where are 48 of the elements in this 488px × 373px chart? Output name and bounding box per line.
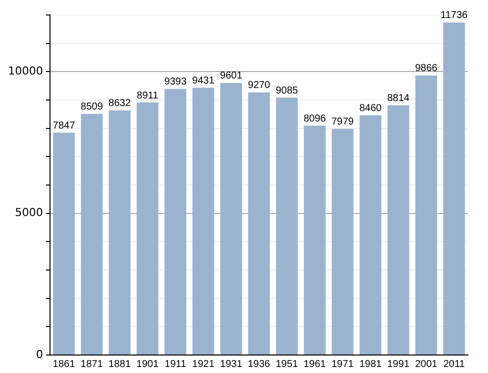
x-tick-label: 1981 xyxy=(359,358,382,370)
bar xyxy=(192,88,214,354)
bar xyxy=(276,98,298,354)
data-label: 9866 xyxy=(415,63,438,74)
x-tick-label: 1911 xyxy=(164,358,187,370)
x-tick-label: 1881 xyxy=(108,358,132,370)
bar xyxy=(53,132,75,354)
data-label: 8814 xyxy=(387,93,410,104)
data-label: 7979 xyxy=(331,116,354,128)
x-tick-label: 1961 xyxy=(304,358,326,370)
data-label: 9431 xyxy=(192,76,215,87)
data-label: 9270 xyxy=(248,80,271,92)
data-label: 8460 xyxy=(359,103,382,114)
y-tick-label: 0 xyxy=(36,348,43,361)
bar xyxy=(220,82,242,354)
bar xyxy=(304,126,326,354)
data-label: 9601 xyxy=(220,70,243,82)
x-tick-label: 1871 xyxy=(80,358,104,370)
bar xyxy=(387,105,410,354)
data-label: 8509 xyxy=(80,102,104,113)
data-label: 8096 xyxy=(304,113,326,124)
x-tick-label: 1861 xyxy=(52,358,76,370)
data-label: 11736 xyxy=(440,10,468,22)
x-tick-label: 1901 xyxy=(136,358,160,370)
data-label: 9085 xyxy=(276,85,298,96)
x-tick-label: 2001 xyxy=(415,358,438,370)
bar xyxy=(332,128,354,354)
x-tick-label: 2011 xyxy=(443,358,466,370)
bar xyxy=(108,110,131,354)
y-tick-label: 10000 xyxy=(8,64,43,78)
x-tick-label: 1936 xyxy=(248,358,271,370)
data-label: 9393 xyxy=(164,76,187,88)
bar xyxy=(136,102,158,354)
bar xyxy=(360,115,382,354)
data-label: 8911 xyxy=(136,90,159,102)
x-tick-label: 1951 xyxy=(276,358,298,370)
data-label: 7847 xyxy=(52,120,76,132)
x-tick-label: 1921 xyxy=(192,358,215,370)
x-tick-label: 1991 xyxy=(387,358,410,370)
bar xyxy=(415,75,438,354)
x-tick-label: 1931 xyxy=(220,358,243,370)
data-label: 8632 xyxy=(108,98,132,110)
x-tick-label: 1971 xyxy=(331,358,354,370)
y-tick-label: 5000 xyxy=(14,206,43,220)
bar xyxy=(443,22,465,354)
bar xyxy=(164,88,186,354)
bar xyxy=(248,92,270,354)
bar xyxy=(80,114,103,354)
